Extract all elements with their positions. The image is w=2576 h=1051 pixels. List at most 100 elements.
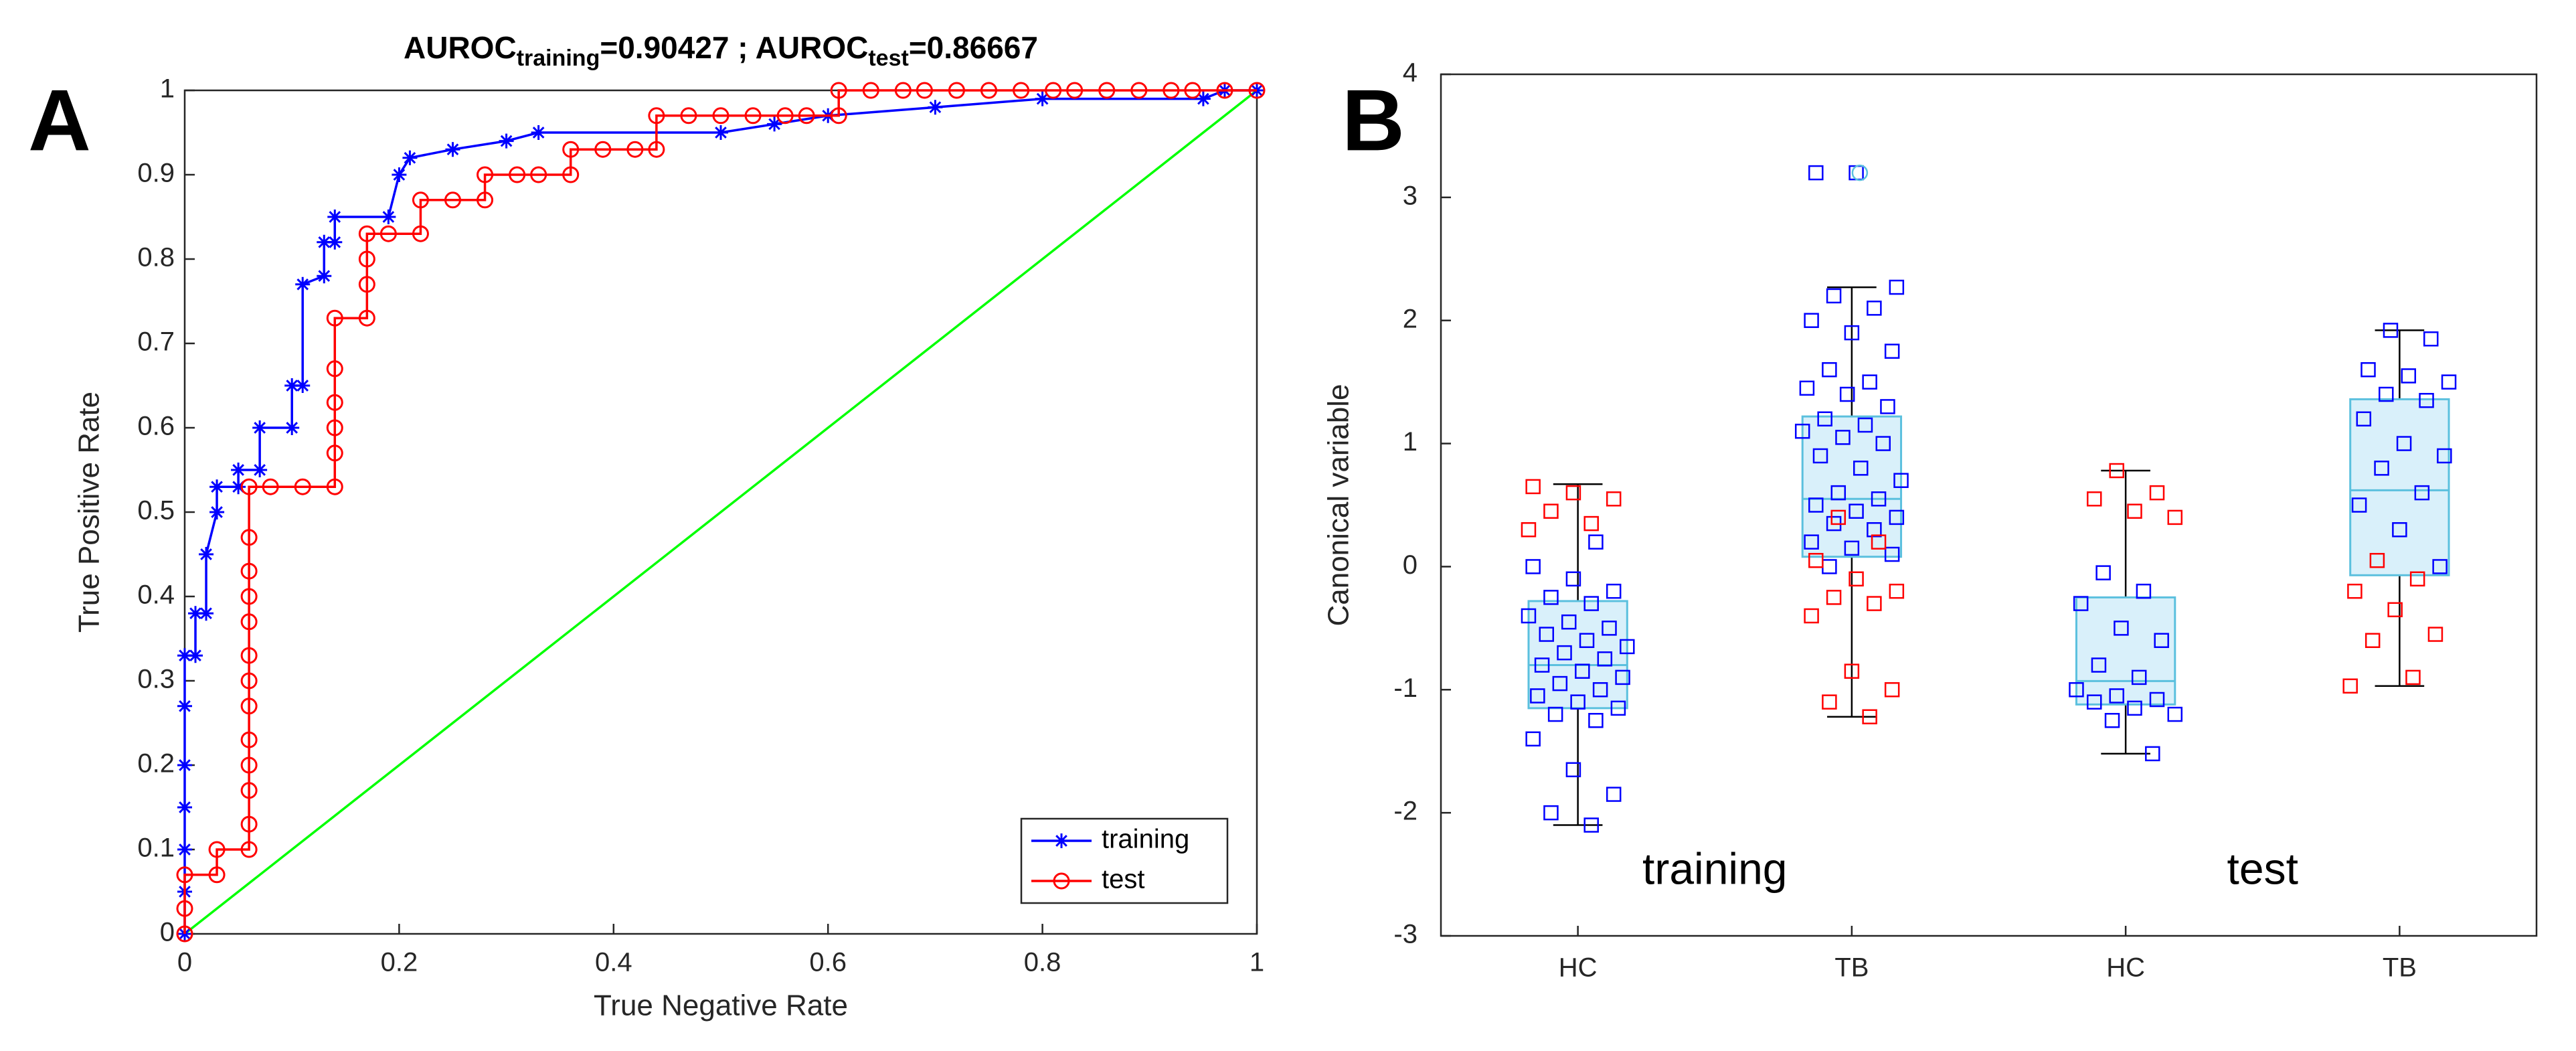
circle-marker	[948, 82, 965, 99]
title-part: test	[868, 46, 908, 71]
circle-marker	[240, 782, 258, 799]
data-point	[1565, 762, 1581, 778]
data-point	[1610, 700, 1626, 716]
data-point	[2167, 706, 2183, 722]
data-point	[1579, 633, 1595, 648]
circle-marker	[176, 900, 193, 917]
data-point	[2387, 602, 2403, 618]
circle-marker	[1045, 82, 1062, 99]
data-point	[2432, 559, 2448, 574]
y-tick-label: 0.6	[137, 412, 175, 441]
data-point	[1884, 682, 1900, 698]
circle-marker	[412, 225, 429, 242]
data-point	[1525, 479, 1541, 495]
data-point	[1543, 590, 1559, 605]
data-point	[1817, 411, 1832, 427]
title-part: AUROC	[404, 30, 517, 65]
data-point	[2342, 678, 2358, 694]
data-point	[2437, 448, 2452, 464]
data-point	[1534, 657, 1550, 673]
data-point	[1889, 279, 1905, 295]
circle-marker	[240, 529, 258, 546]
circle-marker	[176, 866, 193, 884]
y-tick-label: -1	[1393, 673, 1418, 703]
star-marker	[177, 698, 192, 714]
data-point	[2154, 633, 2169, 648]
data-point	[1557, 645, 1572, 661]
circle-marker	[358, 250, 375, 268]
data-point	[1583, 596, 1599, 611]
circle-marker	[240, 815, 258, 833]
data-point	[1893, 473, 1909, 488]
y-tick-label: 0.5	[137, 496, 175, 526]
data-point	[1606, 583, 1622, 599]
data-point	[1844, 540, 1860, 556]
data-point	[1871, 534, 1887, 550]
panel-label: A	[28, 71, 91, 169]
y-tick-label: 2	[1403, 304, 1418, 333]
data-point	[2396, 436, 2412, 451]
star-marker	[188, 648, 203, 663]
circle-marker	[477, 166, 494, 183]
y-tick-label: 0.1	[137, 833, 175, 863]
data-point	[1602, 621, 1617, 636]
panel-label: B	[1342, 71, 1405, 169]
data-point	[1525, 731, 1541, 747]
x-tick-label: 0.4	[595, 948, 632, 977]
circle-marker	[326, 478, 343, 495]
circle-marker	[562, 166, 580, 183]
data-point	[2095, 565, 2111, 580]
circle-marker	[916, 82, 933, 99]
data-point	[1822, 694, 1837, 710]
data-point	[2086, 491, 2102, 507]
data-point	[1867, 522, 1882, 538]
data-point	[2109, 688, 2124, 704]
data-point	[1808, 165, 1824, 181]
star-marker	[1195, 91, 1211, 106]
data-point	[2136, 583, 2152, 599]
circle-marker	[326, 444, 343, 462]
star-marker	[392, 167, 407, 182]
data-point	[1867, 301, 1882, 316]
data-point	[1543, 503, 1559, 519]
data-point	[1804, 313, 1819, 328]
data-point	[1849, 503, 1864, 519]
y-tick-label: 4	[1403, 58, 1418, 88]
x-axis-label: True Negative Rate	[594, 989, 848, 1022]
data-point	[1588, 713, 1604, 728]
data-point	[1794, 423, 1810, 439]
circle-marker	[680, 107, 697, 125]
data-point	[1521, 522, 1537, 538]
star-marker	[284, 378, 300, 393]
y-tick-label: 1	[1403, 427, 1418, 457]
star-marker	[295, 378, 311, 393]
x-tick-label: TB	[2383, 953, 2417, 983]
circle-marker	[1130, 82, 1148, 99]
data-point	[2369, 552, 2385, 568]
star-marker	[177, 758, 192, 773]
data-point	[1583, 515, 1599, 532]
data-point	[2405, 669, 2421, 685]
outlier	[1851, 164, 1869, 181]
x-tick-label: 0.6	[809, 948, 847, 977]
data-point	[1592, 682, 1608, 698]
circle-marker	[208, 866, 226, 884]
data-point	[1844, 663, 1860, 679]
data-point	[2427, 627, 2443, 642]
data-point	[1822, 362, 1837, 378]
data-point	[1835, 430, 1851, 445]
data-point	[2356, 411, 2372, 427]
circle-marker	[830, 107, 847, 125]
data-point	[2149, 692, 2165, 708]
data-point	[2086, 694, 2102, 710]
data-point	[1826, 288, 1842, 304]
circle-marker	[562, 141, 580, 158]
data-point	[2347, 583, 2363, 599]
star-marker	[317, 268, 332, 284]
data-point	[1884, 343, 1900, 359]
series-line	[183, 89, 1257, 934]
box	[1527, 600, 1628, 710]
data-point	[1565, 571, 1581, 587]
data-point	[1830, 485, 1847, 501]
